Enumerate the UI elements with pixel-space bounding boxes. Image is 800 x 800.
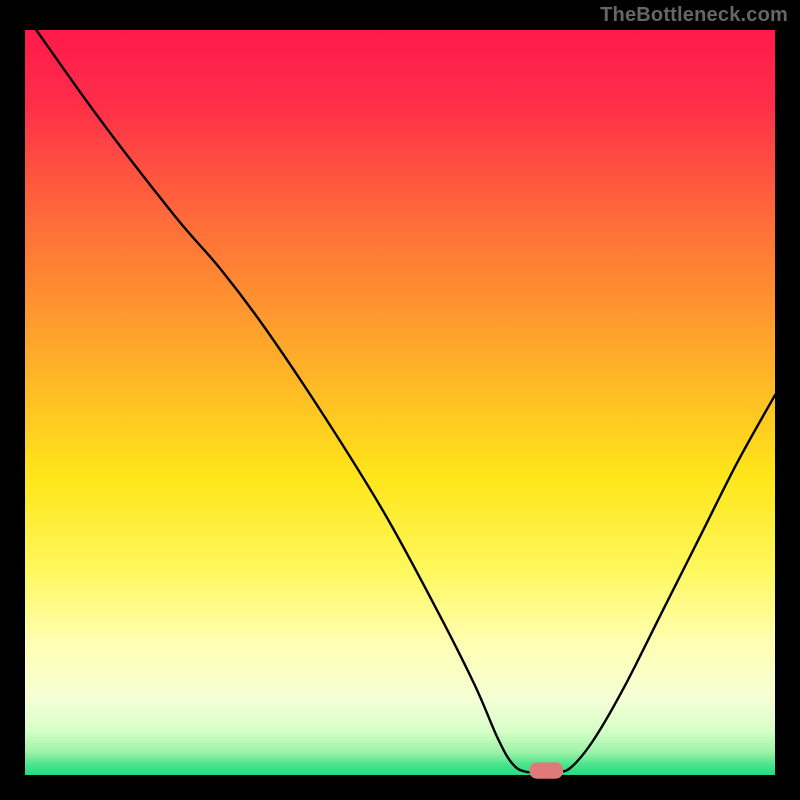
attribution-label: TheBottleneck.com xyxy=(600,4,788,27)
bottleneck-chart xyxy=(0,0,800,800)
chart-frame: TheBottleneck.com xyxy=(0,0,800,800)
gradient-plot-background xyxy=(25,30,775,775)
optimal-marker xyxy=(529,762,563,778)
